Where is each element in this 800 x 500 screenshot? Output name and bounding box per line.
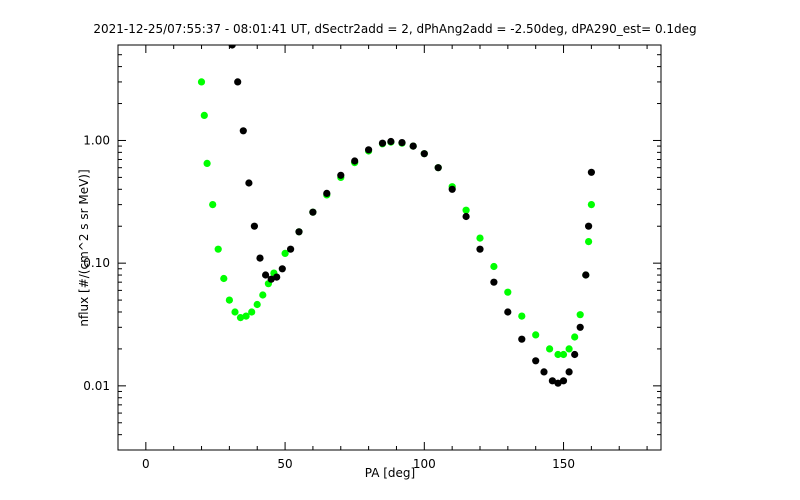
data-point-green-15 xyxy=(281,249,289,257)
data-point-black-10 xyxy=(287,245,295,253)
data-point-black-22 xyxy=(434,164,442,172)
data-point-black-31 xyxy=(548,377,557,385)
y-tick-label: 0.01 xyxy=(83,379,110,393)
data-point-green-33 xyxy=(518,312,526,320)
data-point-green-32 xyxy=(504,288,512,296)
data-layer xyxy=(197,45,596,387)
data-point-black-8 xyxy=(273,273,281,281)
data-point-black-18 xyxy=(387,137,395,146)
data-point-green-1 xyxy=(200,111,208,119)
series-black xyxy=(228,45,596,387)
y-tick-label: 1.00 xyxy=(83,133,110,147)
data-point-black-27 xyxy=(504,308,512,316)
data-point-green-0 xyxy=(197,78,206,86)
data-point-black-6 xyxy=(262,271,270,279)
data-point-black-26 xyxy=(490,278,498,286)
data-point-black-36 xyxy=(576,323,584,331)
data-point-green-40 xyxy=(576,311,584,319)
data-point-green-31 xyxy=(490,262,498,271)
y-tick-label: 0.10 xyxy=(83,256,110,270)
data-point-black-7 xyxy=(267,275,275,283)
data-point-black-19 xyxy=(398,139,406,147)
data-point-green-5 xyxy=(220,274,228,283)
x-axis-label: PA [deg] xyxy=(365,466,415,480)
data-point-black-15 xyxy=(351,157,359,165)
data-point-black-11 xyxy=(295,228,303,236)
data-point-green-6 xyxy=(225,296,233,304)
plot-area xyxy=(197,45,596,387)
data-point-green-37 xyxy=(559,350,568,359)
data-point-black-37 xyxy=(582,271,590,279)
data-point-black-24 xyxy=(462,212,470,221)
data-point-green-3 xyxy=(209,201,217,209)
data-point-green-11 xyxy=(253,300,261,309)
x-tick-label: 0 xyxy=(142,457,150,471)
x-tick-label: 50 xyxy=(277,457,292,471)
data-point-black-35 xyxy=(571,350,579,359)
data-point-black-33 xyxy=(559,377,568,385)
data-point-black-28 xyxy=(518,335,526,343)
chart-title: 2021-12-25/07:55:37 - 08:01:41 UT, dSect… xyxy=(93,22,696,36)
axes-layer: 0 50 100 150 0.01 0.10 1.00 xyxy=(83,45,661,471)
data-point-black-0 xyxy=(228,45,236,49)
data-point-black-39 xyxy=(587,168,596,176)
data-point-black-20 xyxy=(409,142,417,150)
data-point-green-38 xyxy=(565,345,573,353)
data-point-green-12 xyxy=(259,291,267,299)
data-point-black-17 xyxy=(378,139,387,147)
data-point-green-42 xyxy=(585,238,593,246)
data-point-green-2 xyxy=(203,159,211,167)
data-point-black-21 xyxy=(420,150,428,158)
data-point-black-30 xyxy=(540,368,548,376)
y-axis-label: nflux [#/(cm^2 s sr MeV)] xyxy=(77,169,91,326)
data-point-green-4 xyxy=(214,245,222,253)
data-point-black-3 xyxy=(245,179,253,187)
data-point-black-16 xyxy=(365,146,373,154)
data-point-black-34 xyxy=(565,368,573,376)
data-point-green-43 xyxy=(587,201,596,209)
data-point-green-10 xyxy=(248,308,256,316)
data-point-black-25 xyxy=(476,245,484,253)
plot-frame xyxy=(117,44,662,451)
data-point-green-7 xyxy=(231,308,239,316)
data-point-green-39 xyxy=(571,333,579,341)
data-point-black-14 xyxy=(337,171,345,179)
x-tick-label: 100 xyxy=(413,457,436,471)
data-point-black-2 xyxy=(239,127,247,135)
data-point-green-30 xyxy=(476,234,484,242)
data-point-black-12 xyxy=(309,208,317,216)
x-tick-label: 150 xyxy=(552,457,575,471)
data-point-green-29 xyxy=(462,206,470,214)
data-point-black-4 xyxy=(250,222,258,230)
data-point-black-38 xyxy=(585,222,593,230)
data-point-black-9 xyxy=(278,265,286,273)
data-point-black-5 xyxy=(256,254,264,262)
data-point-black-29 xyxy=(532,357,540,365)
data-point-black-1 xyxy=(234,78,242,86)
data-point-black-32 xyxy=(554,379,562,387)
data-point-green-8 xyxy=(236,314,245,322)
data-point-black-23 xyxy=(448,185,456,193)
data-point-black-13 xyxy=(323,189,331,197)
data-point-green-9 xyxy=(242,312,250,320)
data-point-green-34 xyxy=(532,331,540,339)
series-green xyxy=(197,78,596,359)
data-point-green-36 xyxy=(554,350,562,359)
data-point-green-35 xyxy=(546,345,554,353)
